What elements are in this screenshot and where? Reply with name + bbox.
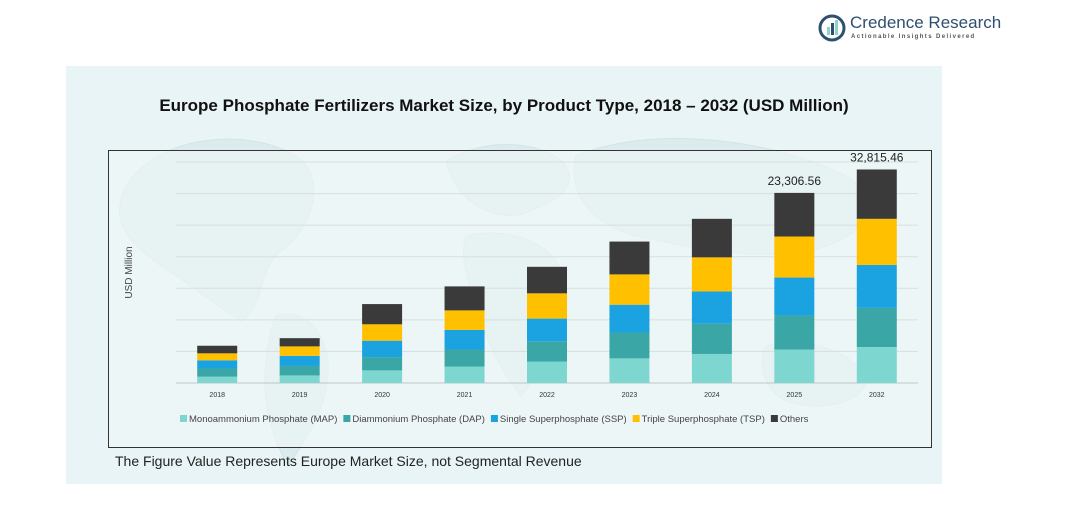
bar-segment [444, 349, 485, 367]
bar-segment [444, 329, 485, 350]
bar-segment [197, 360, 238, 369]
bar-segment [691, 323, 732, 354]
bar-segment [691, 353, 732, 383]
bar-segment [279, 338, 320, 347]
chart-panel: Europe Phosphate Fertilizers Market Size… [66, 66, 942, 484]
x-tick-label: 2022 [539, 392, 555, 399]
bar-segment [856, 169, 897, 219]
legend-swatch [343, 415, 351, 422]
x-tick-label: 2019 [292, 392, 308, 399]
bar-segment [362, 324, 403, 341]
total-data-label: 23,306.56 [768, 174, 822, 188]
x-tick-label: 2020 [374, 392, 390, 399]
bar-segment [444, 366, 485, 383]
bar-segment [527, 318, 567, 342]
bar-segment [527, 341, 567, 362]
x-tick-label: 2023 [622, 392, 638, 399]
bar-segment [197, 376, 238, 383]
x-tick-label: 2025 [787, 392, 803, 399]
chart-footnote: The Figure Value Represents Europe Marke… [115, 453, 582, 469]
bar-segment [609, 304, 650, 333]
bar-segment [279, 375, 320, 383]
bar-segment [691, 257, 732, 292]
total-data-label: 32,815.46 [850, 150, 904, 164]
bar-segment [774, 349, 815, 383]
bar-segment [362, 370, 403, 383]
bar-segment [856, 347, 897, 383]
legend-swatch [180, 415, 187, 422]
bar-segment [279, 355, 320, 366]
brand-logo: Credence Research Actionable Insights De… [818, 12, 1008, 44]
bar-segment [856, 264, 897, 308]
bar-segment [279, 365, 320, 376]
bar-segment [609, 241, 650, 275]
x-tick-label: 2032 [869, 392, 885, 399]
bar-segment [279, 346, 320, 356]
legend-label: Single Superphosphate (SSP) [500, 414, 627, 425]
bar-segment [197, 368, 238, 377]
bar-segment [527, 293, 567, 319]
legend-label: Monoammonium Phosphate (MAP) [189, 414, 337, 425]
brand-name: Credence Research [850, 13, 1002, 32]
bar-segment [444, 310, 485, 330]
bar-segment [774, 236, 815, 278]
legend-swatch [770, 415, 778, 422]
bar-segment [609, 274, 650, 305]
y-axis-label: USD Million [124, 246, 135, 298]
stacked-bar-chart: USD Million 2018 2019 2020 2021 2022 2023 2024 2… [124, 150, 918, 425]
chart-title: Europe Phosphate Fertilizers Market Size… [159, 96, 849, 115]
legend-label: Diammonium Phosphate (DAP) [352, 414, 485, 425]
bar-segment [197, 345, 238, 354]
legend-swatch [632, 415, 640, 422]
bar-segment [774, 192, 815, 237]
credence-logo-icon [818, 14, 846, 42]
bar-segment [774, 315, 815, 350]
x-tick-label: 2018 [209, 392, 225, 399]
x-tick-label: 2024 [704, 392, 720, 399]
bar-segment [774, 277, 815, 316]
x-tick-label: 2021 [457, 392, 473, 399]
bar-segment [609, 332, 650, 359]
bar-segment [856, 307, 897, 348]
legend-label: Triple Superphosphate (TSP) [642, 414, 765, 425]
bar-segment [197, 353, 238, 361]
bar-segment [444, 286, 485, 311]
bar-segment [527, 266, 567, 294]
legend-label: Others [780, 414, 809, 425]
bar-segment [362, 340, 403, 358]
bar-segment [691, 218, 732, 258]
legend-swatch [490, 415, 498, 422]
bar-segment [609, 358, 650, 383]
bar-segment [362, 304, 403, 325]
brand-tagline: Actionable Insights Delivered [851, 34, 976, 40]
bar-segment [856, 218, 897, 265]
bar-segment [362, 357, 403, 371]
bar-segment [691, 291, 732, 324]
bar-segment [527, 361, 567, 383]
